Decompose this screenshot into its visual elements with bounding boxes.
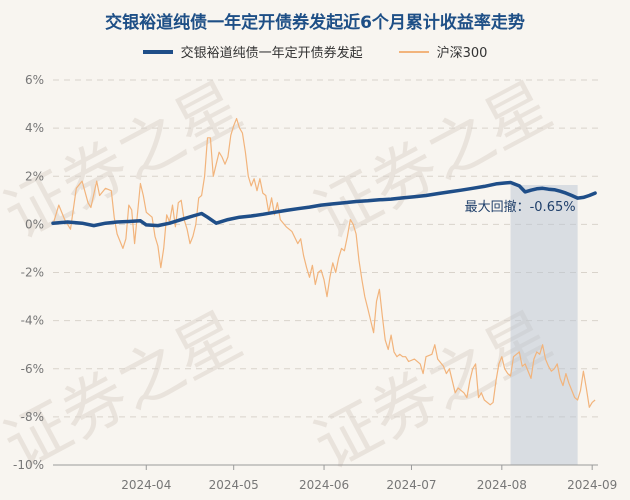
y-tick-label: -2% — [21, 266, 44, 280]
legend-item-fund[interactable]: 交银裕道纯债一年定开债券发起 — [142, 42, 363, 61]
series-line-fund — [51, 180, 597, 228]
x-tick-label: 2024-09 — [567, 478, 617, 492]
x-tick-label: 2024-07 — [386, 478, 436, 492]
y-tick-label: 6% — [25, 73, 44, 87]
series-line-hs300 — [52, 117, 596, 408]
y-tick-label: 4% — [25, 121, 44, 135]
legend-swatch-fund — [142, 49, 173, 54]
y-tick-label: -4% — [21, 314, 44, 328]
x-tick-label: 2024-04 — [121, 478, 171, 492]
y-tick-label: -10% — [13, 458, 44, 472]
y-tick-label: 0% — [25, 217, 44, 231]
legend-label-fund: 交银裕道纯债一年定开债券发起 — [180, 46, 363, 61]
y-tick-label: -8% — [21, 410, 44, 424]
max-drawdown-label: 最大回撤：-0.65% — [465, 199, 576, 215]
legend-swatch-index — [398, 50, 429, 53]
chart-title: 交银裕道纯债一年定开债券发起近6个月累计收益率走势 — [105, 13, 525, 33]
x-tick-label: 2024-05 — [209, 478, 259, 492]
y-tick-label: 2% — [25, 169, 44, 183]
y-axis: 6% 4% 2% 0% -2% -4% -6% -8% -10% — [13, 73, 44, 472]
x-axis: 2024-04 2024-05 2024-06 2024-07 2024-08 2024-… — [121, 465, 617, 492]
y-tick-label: -6% — [21, 362, 44, 376]
legend-label-index: 沪深300 — [436, 46, 488, 61]
max-drawdown-band — [510, 185, 578, 465]
x-tick-label: 2024-06 — [299, 478, 349, 492]
legend-item-index[interactable]: 沪深300 — [398, 42, 488, 61]
x-tick-label: 2024-08 — [477, 478, 527, 492]
legend: 交银裕道纯债一年定开债券发起 沪深300 — [0, 42, 630, 61]
